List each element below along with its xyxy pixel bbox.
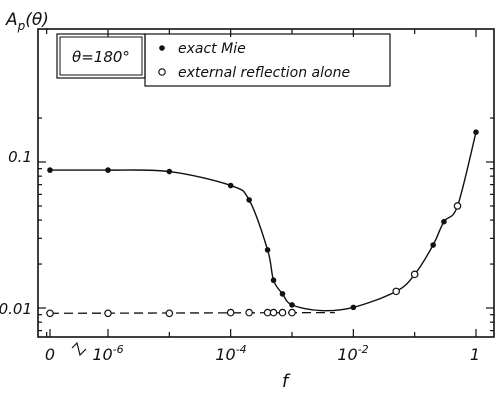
annotation-box: θ=180° — [56, 33, 146, 79]
marker-external-reflection-10 — [410, 270, 419, 279]
y-axis-title-sub: p — [17, 19, 26, 33]
marker-exact-mie-9 — [350, 304, 357, 311]
annotation-inner-frame — [59, 36, 143, 76]
legend-label-exact-mie: exact Mie — [178, 41, 246, 57]
y-axis-title-arg: (θ) — [25, 10, 49, 30]
y-tick-label-0.1: 0.1 — [8, 148, 32, 166]
y-axis-title: Ap(θ) — [5, 10, 49, 33]
marker-exact-mie-2 — [166, 168, 173, 175]
x-axis-break-mark — [71, 341, 87, 357]
marker-external-reflection-8 — [288, 308, 296, 317]
marker-external-reflection-4 — [245, 308, 253, 317]
annotation-text: θ=180° — [72, 48, 130, 66]
marker-exact-mie-13 — [441, 218, 447, 225]
marker-exact-mie-7 — [279, 291, 286, 297]
marker-exact-mie-3 — [227, 182, 234, 189]
x-tick-label-1e-6: 10-6 — [92, 343, 123, 364]
legend-frame — [144, 33, 391, 87]
marker-external-reflection-11 — [453, 202, 462, 210]
marker-exact-mie-8 — [289, 302, 295, 308]
legend-marker-external-reflection — [158, 68, 166, 76]
series-curve-external-reflection — [49, 311, 335, 314]
series-curve-exact-mie — [49, 132, 477, 312]
marker-external-reflection-7 — [278, 308, 287, 317]
y-axis-title-main: A — [5, 10, 18, 30]
marker-exact-mie-0 — [47, 167, 53, 173]
marker-exact-mie-6 — [270, 277, 277, 284]
legend: exact Mie external reflection alone — [144, 33, 391, 87]
marker-exact-mie-15 — [473, 129, 479, 135]
marker-external-reflection-2 — [165, 309, 174, 318]
marker-external-reflection-9 — [392, 287, 401, 296]
marker-external-reflection-3 — [226, 308, 235, 317]
marker-exact-mie-1 — [105, 167, 111, 173]
x-axis-title: f — [282, 371, 291, 392]
legend-label-external-reflection: external reflection alone — [178, 65, 350, 81]
marker-external-reflection-0 — [46, 309, 54, 318]
marker-external-reflection-6 — [269, 308, 278, 317]
plot-frame — [37, 28, 495, 338]
marker-exact-mie-4 — [246, 197, 252, 203]
legend-marker-exact-mie — [159, 45, 165, 51]
marker-exact-mie-12 — [430, 242, 436, 248]
x-tick-label-1e-2: 10-2 — [337, 343, 368, 364]
x-tick-label-1: 1 — [470, 345, 480, 364]
x-tick-label-1e-4: 10-4 — [215, 343, 246, 364]
marker-external-reflection-1 — [104, 309, 112, 318]
marker-exact-mie-5 — [264, 247, 271, 253]
y-tick-label-0.01: 0.01 — [0, 300, 32, 318]
x-tick-label-0: 0 — [45, 345, 55, 364]
